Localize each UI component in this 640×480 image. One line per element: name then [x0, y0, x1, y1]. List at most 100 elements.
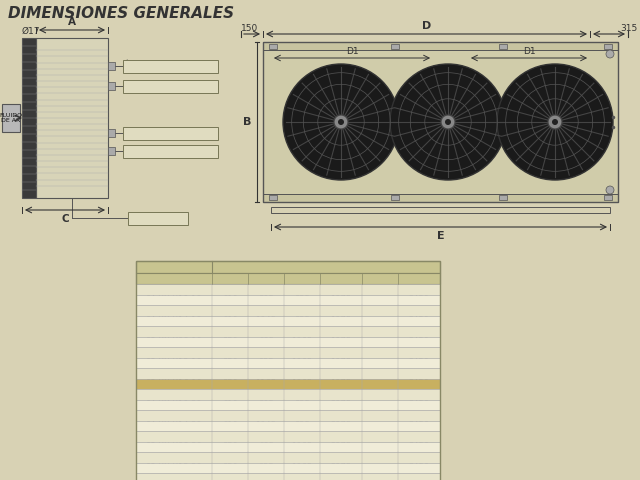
- Text: GÁS QUENTE Ø 1": GÁS QUENTE Ø 1": [132, 128, 208, 138]
- Text: 1975: 1975: [330, 295, 351, 304]
- Text: 1975: 1975: [330, 337, 351, 346]
- Text: 2450: 2450: [408, 306, 429, 315]
- Text: FLUIDO
DE AR: FLUIDO DE AR: [0, 113, 22, 123]
- Circle shape: [445, 119, 451, 125]
- Text: 04.XX.X16.29: 04.XX.X16.29: [146, 432, 202, 441]
- Text: E: E: [436, 231, 444, 241]
- Text: 1065: 1065: [291, 337, 312, 346]
- Bar: [604, 195, 612, 200]
- Text: 825: 825: [294, 295, 310, 304]
- Text: D1: D1: [346, 47, 358, 56]
- Text: 685: 685: [258, 442, 274, 451]
- Text: MODELO: MODELO: [155, 274, 193, 283]
- Text: 315: 315: [620, 24, 637, 33]
- Text: 685: 685: [258, 390, 274, 399]
- Bar: [136, 442, 440, 452]
- Text: 1065: 1065: [291, 474, 312, 480]
- Text: 3450: 3450: [408, 442, 429, 451]
- Text: -: -: [378, 295, 381, 304]
- Bar: [136, 420, 440, 431]
- Text: 1975: 1975: [330, 379, 351, 388]
- Bar: [604, 44, 612, 49]
- Bar: [263, 42, 618, 202]
- Text: 2975: 2975: [330, 400, 351, 409]
- Text: 1975: 1975: [330, 306, 351, 315]
- Bar: [36, 38, 108, 198]
- Text: 1975: 1975: [330, 358, 351, 367]
- Text: 805: 805: [258, 295, 274, 304]
- Text: 610: 610: [222, 306, 238, 315]
- Text: 850: 850: [222, 453, 238, 462]
- Text: -: -: [378, 474, 381, 480]
- Text: 08.XX.X08.19: 08.XX.X08.19: [145, 337, 202, 346]
- Bar: [108, 147, 115, 155]
- Text: 1045: 1045: [255, 369, 276, 378]
- Text: 08.XX.X14.29: 08.XX.X14.29: [146, 474, 202, 480]
- Text: 1065: 1065: [291, 369, 312, 378]
- Text: 850: 850: [222, 379, 238, 388]
- Bar: [263, 42, 618, 50]
- Bar: [136, 336, 440, 347]
- Text: 1975: 1975: [330, 316, 351, 325]
- Text: 04.XX.X16.19: 04.XX.X16.19: [146, 327, 202, 336]
- Text: -: -: [378, 316, 381, 325]
- Text: 1065: 1065: [291, 442, 312, 451]
- Bar: [136, 379, 440, 389]
- Text: 825: 825: [294, 327, 310, 336]
- Bar: [136, 399, 440, 410]
- Text: ÁGUA DEGELO Ø 1.1/4": ÁGUA DEGELO Ø 1.1/4": [124, 61, 218, 71]
- Text: 2975: 2975: [330, 453, 351, 462]
- Text: 610: 610: [222, 295, 238, 304]
- Text: -: -: [378, 442, 381, 451]
- Bar: [22, 38, 36, 198]
- Text: 805: 805: [258, 453, 274, 462]
- Text: 1165: 1165: [255, 327, 276, 336]
- Text: 2450: 2450: [408, 358, 429, 367]
- Text: -: -: [378, 337, 381, 346]
- Text: 3450: 3450: [408, 463, 429, 472]
- Text: -: -: [378, 463, 381, 472]
- Text: 825: 825: [294, 306, 310, 315]
- Bar: [391, 44, 399, 49]
- Bar: [2, 104, 20, 132]
- Text: 1065: 1065: [291, 358, 312, 367]
- Text: -: -: [378, 348, 381, 357]
- Circle shape: [497, 64, 613, 180]
- Text: A: A: [68, 17, 76, 27]
- Text: 825: 825: [294, 411, 310, 420]
- Circle shape: [606, 50, 614, 58]
- Bar: [136, 305, 440, 315]
- Text: DIMENSÕES GERAIS (M M ): DIMENSÕES GERAIS (M M ): [254, 262, 398, 272]
- Text: 825: 825: [294, 400, 310, 409]
- Text: 2450: 2450: [408, 285, 429, 294]
- Text: 3450: 3450: [408, 453, 429, 462]
- Text: 2450: 2450: [408, 316, 429, 325]
- Text: 1045: 1045: [255, 316, 276, 325]
- Text: 805: 805: [258, 400, 274, 409]
- Text: 04.XX.X10.29: 04.XX.X10.29: [146, 400, 202, 409]
- Text: MODELO: MODELO: [150, 262, 197, 272]
- Text: 3450: 3450: [408, 474, 429, 480]
- Text: 805: 805: [258, 348, 274, 357]
- Bar: [136, 261, 440, 273]
- Bar: [499, 44, 507, 49]
- Text: 1975: 1975: [330, 369, 351, 378]
- Bar: [123, 80, 218, 93]
- Text: -: -: [378, 358, 381, 367]
- Text: 925: 925: [258, 411, 274, 420]
- Text: 685: 685: [258, 337, 274, 346]
- Text: 3450: 3450: [408, 400, 429, 409]
- Text: 08.XX.X08.29: 08.XX.X08.29: [145, 442, 202, 451]
- Text: 08.XX.X10.29: 08.XX.X10.29: [146, 453, 202, 462]
- Bar: [136, 347, 440, 358]
- Text: -: -: [378, 379, 381, 388]
- Text: 2975: 2975: [330, 463, 351, 472]
- Text: 2975: 2975: [330, 474, 351, 480]
- Text: 825: 825: [294, 390, 310, 399]
- Bar: [136, 389, 440, 399]
- Bar: [136, 368, 440, 379]
- Text: 1165: 1165: [255, 379, 276, 388]
- Text: "D1": "D1": [370, 274, 390, 283]
- Bar: [269, 195, 277, 200]
- Bar: [123, 127, 218, 140]
